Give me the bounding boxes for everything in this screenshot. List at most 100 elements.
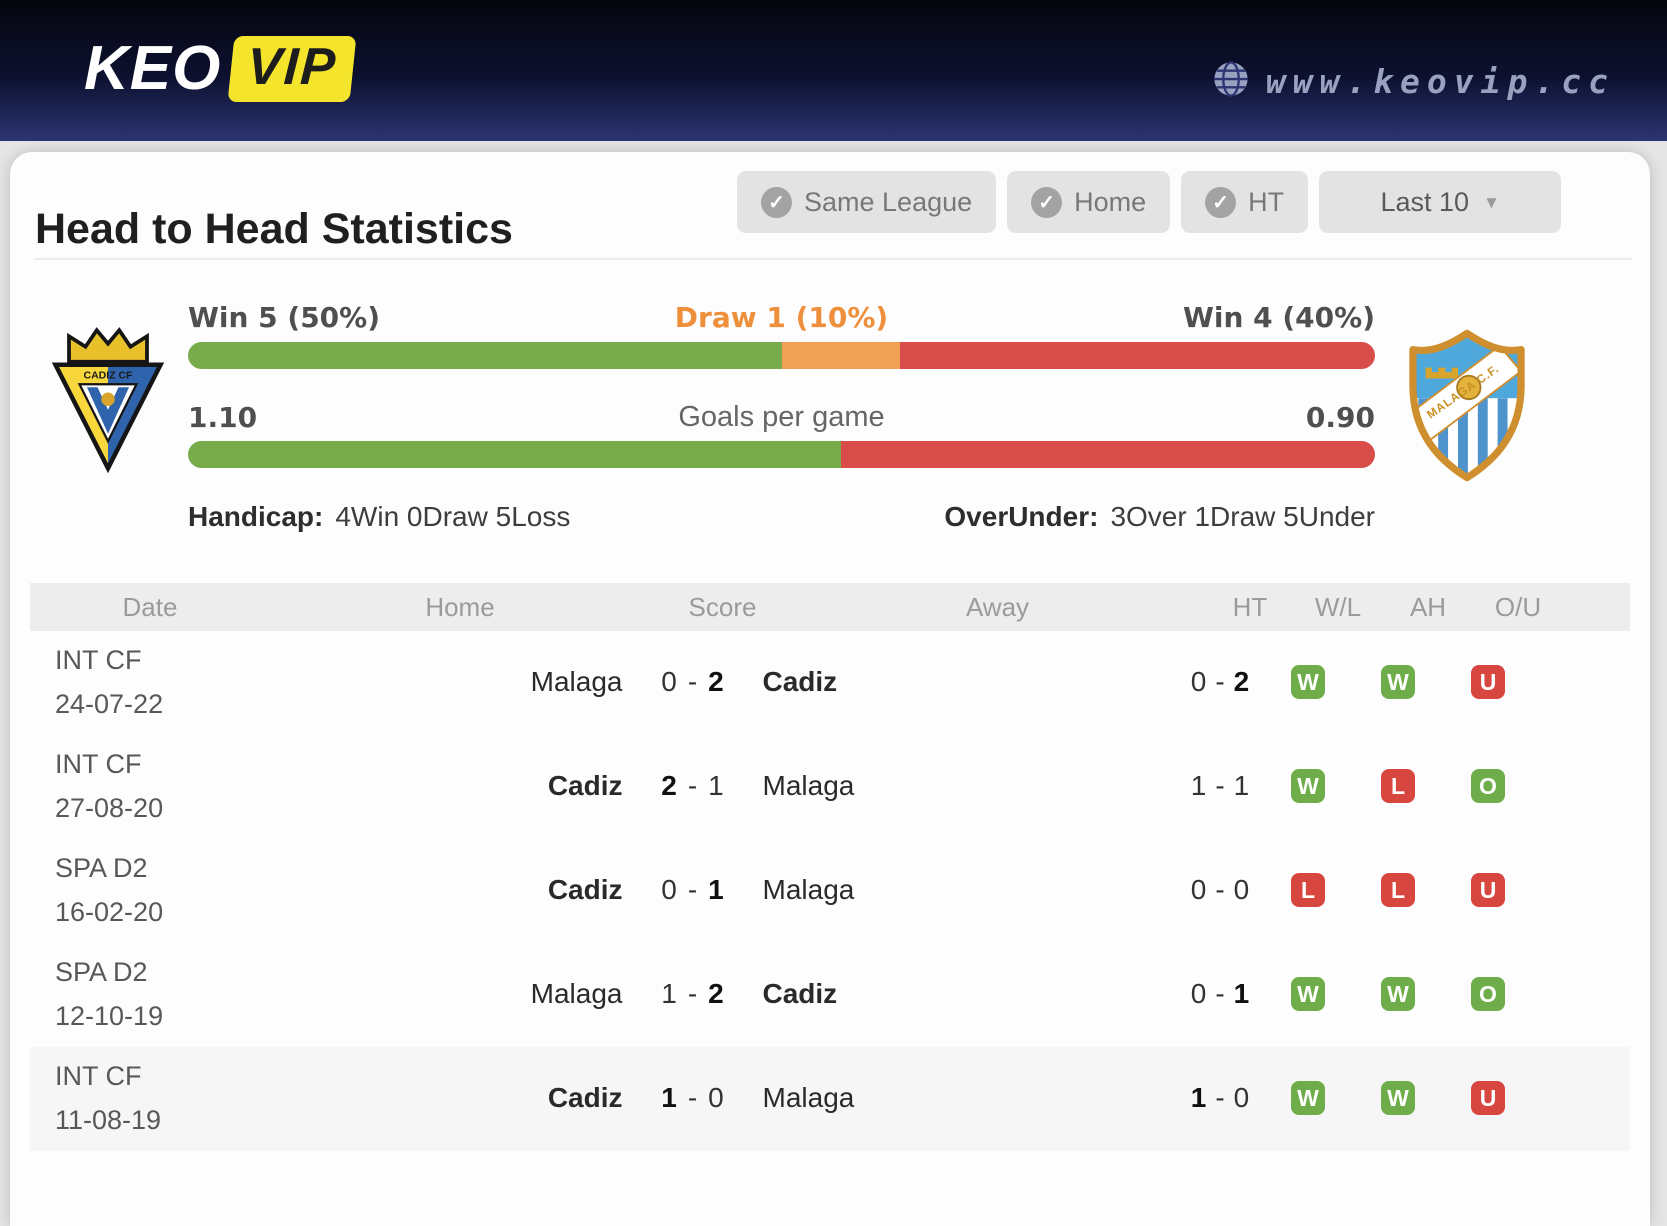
over-under-badge: O bbox=[1471, 977, 1505, 1011]
last-10-label: Last 10 bbox=[1380, 186, 1470, 217]
cadiz-goals-segment bbox=[188, 441, 841, 468]
keovip-logo[interactable]: KEO VIP bbox=[84, 34, 357, 103]
globe-icon bbox=[1212, 60, 1250, 103]
filter-ht-label: HT bbox=[1248, 186, 1285, 217]
match-result: Malaga 1 - 2 Cadiz bbox=[455, 943, 930, 1044]
away-goals: 2 bbox=[708, 665, 724, 697]
last-10-dropdown[interactable]: Last 10 ▼ bbox=[1319, 171, 1562, 233]
match-date: 27-08-20 bbox=[55, 793, 164, 823]
ht-away-goals: 0 bbox=[1233, 1081, 1250, 1113]
asian-handicap-badge: L bbox=[1381, 769, 1415, 803]
home-team-name: Cadiz bbox=[547, 873, 623, 905]
website-url-text: www.keovip.cc bbox=[1265, 62, 1615, 101]
away-goals: 1 bbox=[708, 873, 724, 905]
filter-home-label: Home bbox=[1074, 186, 1147, 217]
full-time-score: 1 - 2 bbox=[623, 978, 763, 1010]
chevron-down-icon: ▼ bbox=[1483, 192, 1500, 212]
overunder-label: OverUnder: bbox=[944, 501, 1099, 532]
filter-same-league-label: Same League bbox=[804, 186, 973, 217]
half-time-score: 0 - 0 bbox=[1160, 839, 1280, 940]
ht-dash: - bbox=[1215, 769, 1225, 801]
col-date: Date bbox=[122, 592, 178, 622]
handicap-label: Handicap: bbox=[188, 501, 324, 532]
away-goals: 2 bbox=[708, 977, 724, 1009]
score-dash: - bbox=[687, 1081, 698, 1113]
full-time-score: 0 - 1 bbox=[623, 874, 763, 906]
full-time-score: 1 - 0 bbox=[623, 1082, 763, 1114]
win-draw-loss-bar bbox=[188, 342, 1375, 369]
ht-home-goals: 1 bbox=[1190, 769, 1207, 801]
col-home: Home bbox=[425, 592, 495, 622]
ht-home-goals: 0 bbox=[1190, 873, 1207, 905]
logo-keo-text: KEO bbox=[84, 34, 222, 103]
website-link[interactable]: www.keovip.cc bbox=[1212, 60, 1615, 103]
home-goals: 1 bbox=[661, 1081, 677, 1113]
cadiz-crest: CADIZ CF bbox=[48, 314, 168, 479]
asian-handicap-badge: W bbox=[1381, 977, 1415, 1011]
ht-home-goals: 0 bbox=[1190, 977, 1207, 1009]
half-time-score: 1 - 0 bbox=[1160, 1047, 1280, 1148]
ht-home-goals: 0 bbox=[1190, 665, 1207, 697]
goals-per-game-label: Goals per game bbox=[678, 401, 885, 433]
goals-bar-labels: 1.10 Goals per game 0.90 bbox=[188, 401, 1375, 435]
match-result: Cadiz 2 - 1 Malaga bbox=[455, 735, 930, 836]
malaga-win-segment bbox=[900, 342, 1375, 369]
home-goals: 0 bbox=[661, 665, 677, 697]
filter-same-league[interactable]: ✓ Same League bbox=[737, 171, 997, 233]
col-wl: W/L bbox=[1314, 592, 1362, 622]
score-dash: - bbox=[687, 769, 698, 801]
cadiz-win-label: Win 5 (50%) bbox=[188, 301, 381, 334]
win-loss-badge: W bbox=[1291, 769, 1325, 803]
home-goals: 1 bbox=[661, 977, 677, 1009]
overunder-summary: OverUnder: 3Over 1Draw 5Under bbox=[944, 501, 1375, 533]
asian-handicap-badge: L bbox=[1381, 873, 1415, 907]
over-under-badge: O bbox=[1471, 769, 1505, 803]
away-team-name: Cadiz bbox=[762, 665, 838, 697]
draw-segment bbox=[781, 342, 901, 369]
table-row: INT CF 11-08-19 Cadiz 1 - 0 Malaga 1 - 0… bbox=[30, 1047, 1630, 1151]
ht-dash: - bbox=[1215, 1081, 1225, 1113]
asian-handicap-badge: W bbox=[1381, 665, 1415, 699]
away-team-name: Malaga bbox=[762, 873, 855, 905]
col-score: Score bbox=[688, 592, 757, 622]
check-icon: ✓ bbox=[761, 186, 792, 218]
table-row: SPA D2 16-02-20 Cadiz 0 - 1 Malaga 0 - 0… bbox=[30, 839, 1630, 946]
ht-away-goals: 1 bbox=[1233, 977, 1250, 1009]
ht-away-goals: 1 bbox=[1233, 769, 1250, 801]
match-league: SPA D2 bbox=[55, 853, 148, 883]
full-time-score: 2 - 1 bbox=[623, 770, 763, 802]
malaga-win-label: Win 4 (40%) bbox=[1182, 301, 1375, 334]
filter-ht[interactable]: ✓ HT bbox=[1181, 171, 1309, 233]
score-dash: - bbox=[687, 977, 698, 1009]
malaga-goals-label: 0.90 bbox=[1305, 401, 1375, 434]
overunder-value: 3Over 1Draw 5Under bbox=[1110, 501, 1375, 532]
col-ah: AH bbox=[1409, 592, 1447, 622]
win-loss-badge: W bbox=[1291, 977, 1325, 1011]
page-title: Head to Head Statistics bbox=[35, 204, 513, 253]
score-dash: - bbox=[687, 873, 698, 905]
win-loss-badge: W bbox=[1291, 665, 1325, 699]
handicap-summary: Handicap: 4Win 0Draw 5Loss bbox=[188, 501, 570, 533]
match-date: 12-10-19 bbox=[55, 1001, 164, 1031]
check-icon: ✓ bbox=[1205, 186, 1237, 218]
match-league: INT CF bbox=[55, 749, 142, 779]
match-date: 11-08-19 bbox=[55, 1105, 162, 1135]
win-bar-labels: Win 5 (50%) Draw 1 (10%) Win 4 (40%) bbox=[188, 301, 1375, 335]
ht-home-goals: 1 bbox=[1190, 1081, 1207, 1113]
col-ou: O/U bbox=[1494, 592, 1542, 622]
cadiz-win-segment bbox=[188, 342, 782, 369]
table-row: INT CF 24-07-22 Malaga 0 - 2 Cadiz 0 - 2… bbox=[30, 631, 1630, 738]
divider bbox=[35, 258, 1632, 260]
ht-away-goals: 0 bbox=[1233, 873, 1250, 905]
filter-bar: ✓ Same League ✓ Home ✓ HT Last 10 ▼ bbox=[737, 171, 1562, 233]
half-time-score: 0 - 2 bbox=[1160, 631, 1280, 732]
filter-home[interactable]: ✓ Home bbox=[1007, 171, 1171, 233]
ht-dash: - bbox=[1215, 665, 1225, 697]
over-under-badge: U bbox=[1471, 1081, 1505, 1115]
win-loss-badge: L bbox=[1291, 873, 1325, 907]
home-goals: 0 bbox=[661, 873, 677, 905]
match-league: INT CF bbox=[55, 645, 142, 675]
table-header: Date Home Score Away HT W/L AH O/U bbox=[30, 583, 1630, 631]
match-result: Cadiz 0 - 1 Malaga bbox=[455, 839, 930, 940]
half-time-score: 1 - 1 bbox=[1160, 735, 1280, 836]
